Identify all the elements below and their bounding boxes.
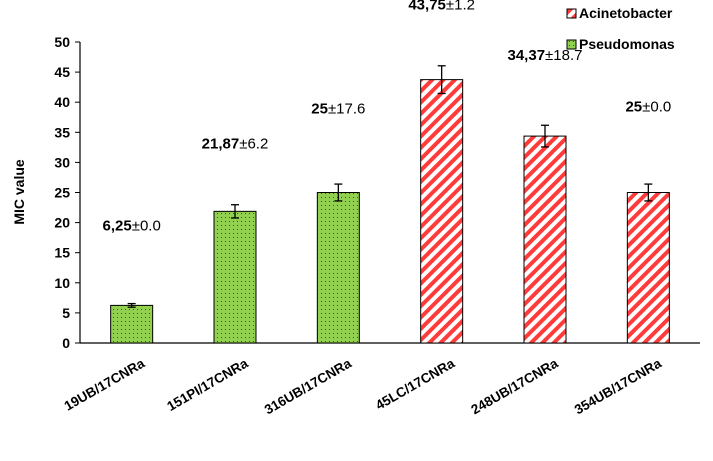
bar — [420, 79, 464, 344]
legend-label-pseudomonas: Pseudomonas — [579, 36, 675, 52]
data-label: 43,75±1.2 — [408, 0, 475, 14]
y-tick-label: 35 — [54, 124, 70, 140]
y-tick-label: 0 — [62, 335, 70, 351]
data-label-value: 25 — [311, 101, 328, 118]
data-label-value: 6,25 — [103, 217, 132, 234]
y-tick-label: 45 — [54, 64, 70, 80]
category-label: 316UB/17CNRa — [262, 355, 354, 417]
error-bars — [127, 65, 653, 308]
category-label: 248UB/17CNRa — [469, 355, 561, 417]
category-label: 45LC/17CNRa — [373, 355, 458, 413]
data-label-value: 34,37 — [508, 47, 546, 64]
category-label: 19UB/17CNRa — [62, 355, 148, 413]
data-label: 25±17.6 — [311, 101, 365, 118]
y-tick-label: 5 — [62, 305, 70, 321]
category-label: 151PI/17CNRa — [164, 355, 251, 414]
y-tick-label: 25 — [54, 185, 70, 201]
data-label: 34,37±18.7 — [508, 47, 583, 64]
legend: Acinetobacter Pseudomonas — [566, 5, 675, 52]
data-label: 25±0.0 — [625, 99, 671, 116]
data-label-value: 25 — [625, 99, 642, 116]
bar — [523, 135, 567, 344]
y-tick-label: 20 — [54, 215, 70, 231]
legend-swatch-acinetobacter — [566, 8, 577, 19]
legend-swatch-pseudomonas — [566, 39, 577, 50]
legend-label-acinetobacter: Acinetobacter — [579, 5, 673, 21]
data-label-sd: ±18.7 — [545, 47, 582, 64]
bars — [110, 79, 670, 344]
bar — [110, 304, 154, 344]
y-tick-label: 40 — [54, 94, 70, 110]
data-label-sd: ±0.0 — [132, 217, 161, 234]
bar — [316, 192, 360, 344]
y-tick-label: 50 — [54, 34, 70, 50]
data-label-value: 21,87 — [202, 135, 240, 152]
data-label-sd: ±6.2 — [239, 135, 268, 152]
y-axis-label: MIC value — [11, 159, 27, 225]
y-tick-label: 10 — [54, 275, 70, 291]
data-label-sd: ±17.6 — [328, 101, 365, 118]
y-tick-label: 15 — [54, 245, 70, 261]
y-ticks: 0 5 10 15 20 25 30 35 40 45 50 — [54, 34, 80, 351]
category-labels: 19UB/17CNRa 151PI/17CNRa 316UB/17CNRa 45LC/… — [62, 355, 665, 417]
data-label-sd: ±1.2 — [446, 0, 475, 14]
data-label-sd: ±0.0 — [642, 99, 671, 116]
bar — [213, 210, 257, 344]
bar — [626, 192, 670, 344]
data-labels: 6,25±0.021,87±6.225±17.643,75±1.234,37±1… — [103, 0, 672, 234]
category-label: 354UB/17CNRa — [572, 355, 664, 417]
data-label-value: 43,75 — [408, 0, 446, 14]
axes — [79, 42, 700, 344]
data-label: 21,87±6.2 — [202, 135, 269, 152]
data-label: 6,25±0.0 — [103, 217, 161, 234]
y-tick-label: 30 — [54, 154, 70, 170]
